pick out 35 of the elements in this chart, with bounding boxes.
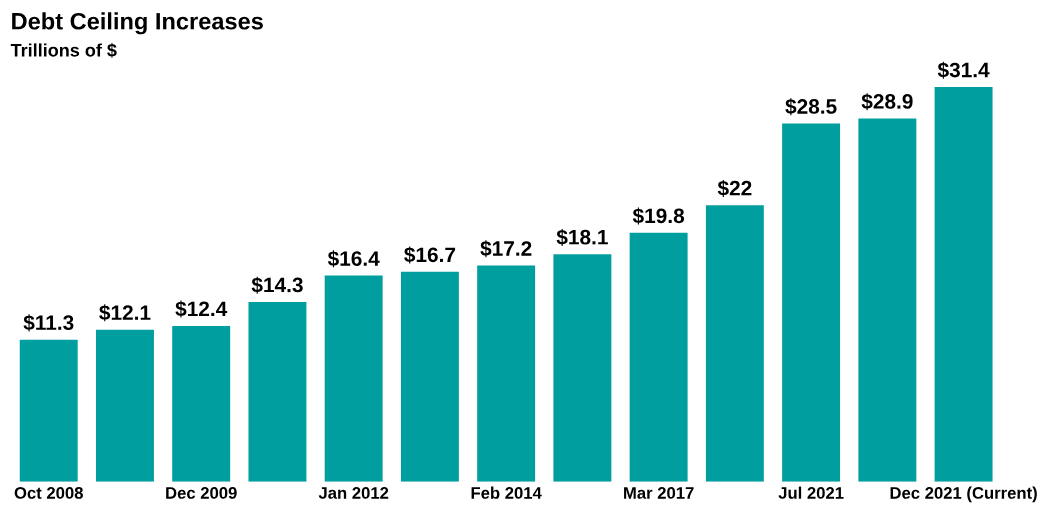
data-label: $12.1 (99, 304, 151, 322)
x-tick-label: Jul 2021 (778, 486, 844, 499)
data-label: $16.7 (404, 246, 456, 264)
data-label: $17.2 (480, 240, 532, 258)
x-tick-label: Oct 2008 (14, 487, 83, 499)
bar (400, 271, 459, 482)
bar (19, 339, 78, 482)
chart-subtitle: Trillions of $ (10, 43, 117, 58)
data-label: $18.1 (556, 228, 608, 246)
bar (172, 325, 231, 482)
data-label: $28.9 (861, 93, 913, 111)
data-label: $14.3 (251, 276, 303, 294)
bar (858, 118, 917, 482)
bar (324, 275, 383, 482)
data-label: $31.4 (937, 61, 990, 79)
data-label: $22 (717, 179, 752, 197)
bar (95, 329, 154, 482)
x-tick-label: Dec 2009 (166, 487, 237, 499)
data-label: $11.3 (23, 314, 74, 332)
chart-title: Debt Ceiling Increases (12, 12, 263, 35)
bar (782, 123, 841, 482)
bar (553, 254, 612, 482)
x-tick-label: Mar 2017 (624, 487, 694, 499)
data-label: $28.5 (785, 98, 837, 116)
bar (477, 265, 536, 482)
bar (629, 232, 688, 482)
data-label: $19.8 (632, 207, 685, 225)
bar (248, 302, 307, 482)
bar (934, 87, 993, 482)
x-tick-label: Dec 2021 (Current) (890, 486, 1037, 503)
data-label: $16.4 (327, 250, 380, 268)
bar (705, 205, 764, 482)
x-tick-label: Feb 2014 (471, 486, 542, 499)
x-tick-label: Jan 2012 (318, 487, 389, 499)
data-label: $12.4 (175, 300, 228, 318)
